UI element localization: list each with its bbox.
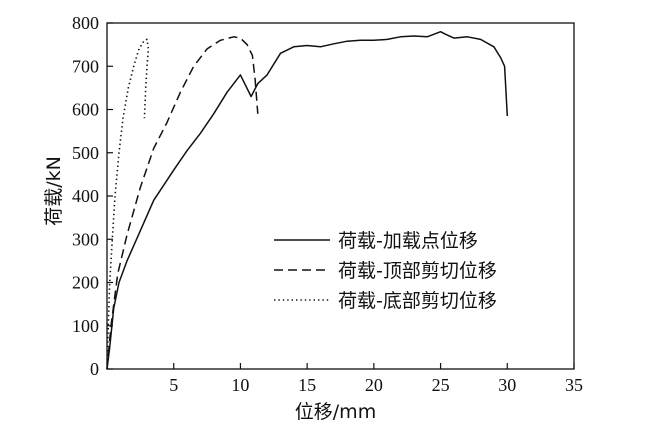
y-tick-label: 400 [72, 186, 99, 206]
y-axis-title: 荷载/kN [43, 156, 65, 226]
x-tick-label: 10 [231, 375, 249, 395]
x-tick-label: 20 [365, 375, 383, 395]
y-tick-label: 700 [72, 56, 99, 76]
x-tick-label: 30 [498, 375, 516, 395]
plot-border [106, 22, 575, 370]
y-tick-label: 500 [72, 143, 99, 163]
x-tick-label: 25 [432, 375, 450, 395]
plot-frame [106, 22, 575, 370]
y-tick-label: 200 [72, 273, 99, 293]
series-line-1 [106, 30, 509, 370]
series-layer [106, 30, 509, 370]
series-line-2 [106, 36, 259, 370]
legend-label-3: 荷载-底部剪切位移 [338, 290, 497, 312]
y-tick-label: 100 [72, 316, 99, 336]
y-tick-label: 600 [72, 100, 99, 120]
y-tick-label: 300 [72, 229, 99, 249]
x-tick-label: 5 [169, 375, 178, 395]
x-tick-label: 15 [298, 375, 316, 395]
origin-label: 0 [90, 359, 99, 379]
x-axis-title: 位移/mm [295, 401, 376, 423]
y-tick-label: 800 [72, 13, 99, 33]
x-axis-ticks: 5 10 15 20 25 30 35 [169, 363, 583, 395]
legend-label-1: 荷载-加载点位移 [338, 230, 478, 252]
x-tick-label: 35 [565, 375, 583, 395]
legend-label-2: 荷载-顶部剪切位移 [338, 260, 497, 282]
y-axis-ticks: 100 200 300 400 500 600 700 800 [72, 13, 113, 370]
